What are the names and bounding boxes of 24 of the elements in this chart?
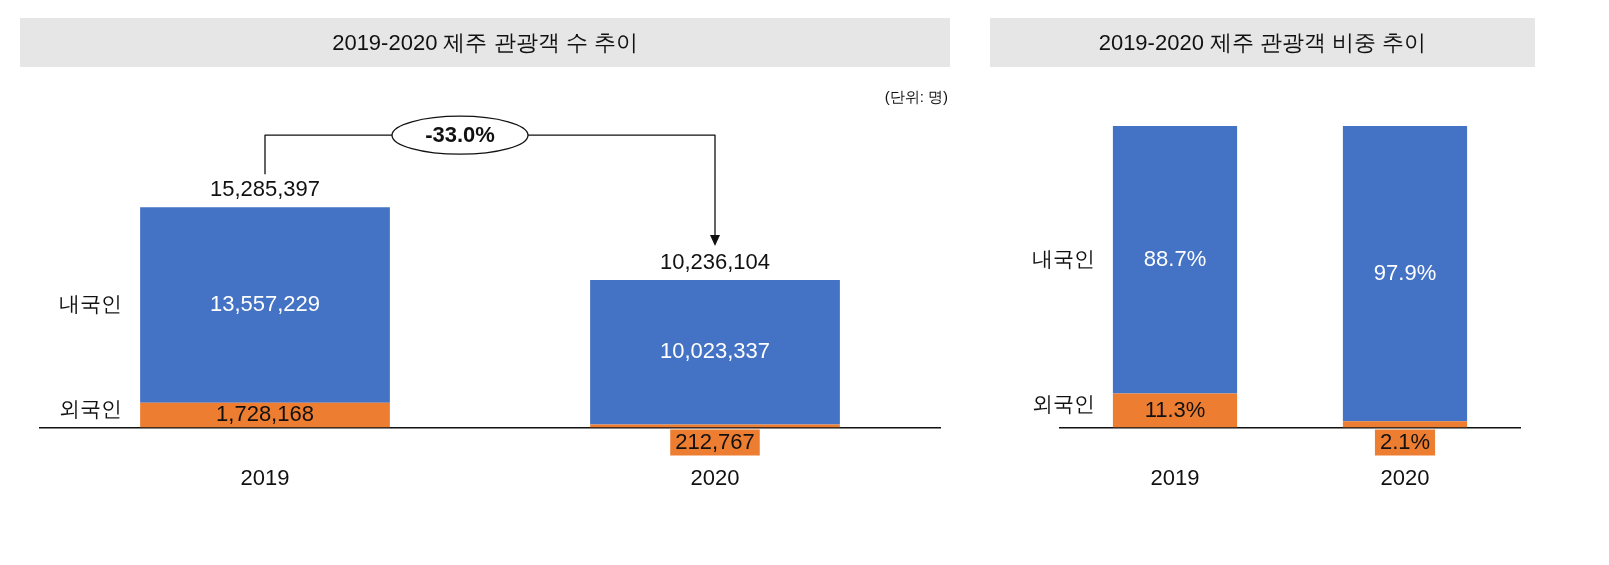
bar: [590, 280, 840, 425]
x-tick-label: 2019: [1150, 464, 1200, 490]
data-label: 212,767: [675, 428, 755, 454]
total-label: 10,236,104: [659, 249, 771, 275]
x-tick-label: 2019: [240, 464, 290, 490]
data-label: 13,557,229: [209, 291, 321, 317]
chart-title: 2019-2020 제주 관광객 비중 추이: [990, 18, 1535, 67]
data-label: 97.9%: [1373, 259, 1437, 285]
series-label: 내국인: [1031, 246, 1095, 270]
x-tick-label: 2020: [1380, 464, 1430, 490]
series-label: 외국인: [1031, 392, 1095, 416]
bar: [140, 207, 390, 403]
text: -33.0%: [425, 122, 495, 148]
data-label: 11.3%: [1144, 396, 1206, 422]
data-label: 88.7%: [1143, 245, 1207, 271]
chart-title: 2019-2020 제주 관광객 수 추이: [20, 18, 950, 67]
total-label: 15,285,397: [209, 176, 321, 202]
data-label: 1,728,168: [216, 401, 314, 427]
x-tick-label: 2020: [690, 464, 740, 490]
text: (단위: 명): [884, 88, 948, 107]
series-label: 내국인: [59, 291, 123, 315]
data-label: 10,023,337: [659, 338, 771, 364]
series-label: 외국인: [59, 396, 123, 420]
data-label: 2.1%: [1379, 428, 1431, 454]
